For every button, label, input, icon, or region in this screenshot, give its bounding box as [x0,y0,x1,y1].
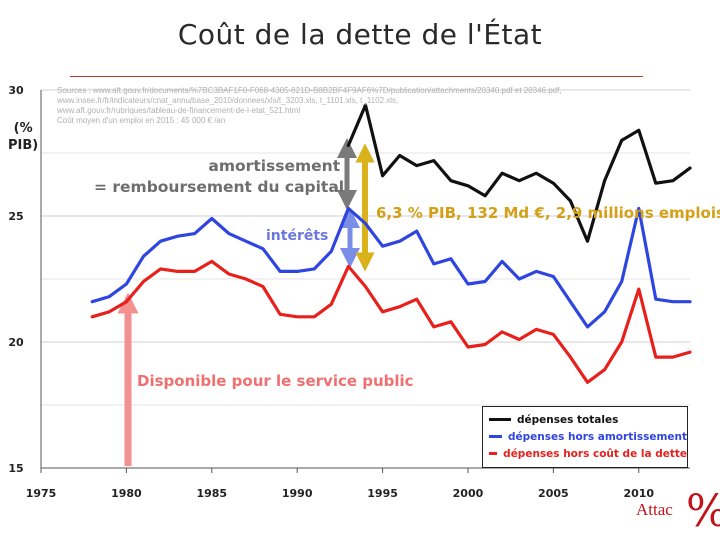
source-line: Coût moyen d'un emploi en 2015 : 45 000 … [57,116,226,125]
legend-item: dépenses hors coût de la dette [489,445,687,462]
legend-swatch-total [489,418,511,421]
x-tick-label: 1990 [282,487,313,500]
interets-annotation: intérêts [266,228,329,244]
legend-label: dépenses hors amortissement [507,430,687,443]
legend-swatch-hors-amortissement [489,435,502,438]
unit-line: PIB) [8,138,39,153]
legend-swatch-hors-cout-dette [489,452,498,455]
source-line: www.aft.gouv.fr/rubriques/tableau-de-fin… [57,106,301,115]
x-tick-label: 1995 [367,487,398,500]
attac-logo-percent: % [686,490,720,534]
series-line-total [346,103,692,243]
source-line: Sources : www.aft.gouv.fr/documents/%7BC… [57,86,562,95]
amortissement-annotation: amortissement = remboursement du capital [94,156,344,198]
attac-logo-text: Attac [636,500,673,519]
series-line-hors-amortissement [90,206,692,329]
total-cost-annotation: 6,3 % PIB, 132 Md €, 2,9 millions emploi… [376,204,720,222]
amortissement-text: amortissement [208,157,341,175]
legend-item: dépenses totales [489,411,687,428]
sources-note: Sources : www.aft.gouv.fr/documents/%7BC… [57,86,717,126]
x-tick-label: 1985 [196,487,227,500]
y-tick-label: 20 [8,336,24,349]
title-underline [70,76,643,77]
y-tick-label: 25 [8,210,23,223]
legend-label: dépenses totales [517,413,619,426]
y-tick-label: 30 [8,84,24,97]
legend-label: dépenses hors coût de la dette [503,447,687,460]
unit-line: (% [13,121,33,136]
legend-item: dépenses hors amortissement [489,428,687,445]
x-tick-label: 2005 [538,487,569,500]
x-tick-label: 2010 [623,487,654,500]
service-public-annotation: Disponible pour le service public [137,372,414,390]
remboursement-text: = remboursement du capital [94,178,345,196]
chart-legend: dépenses totales dépenses hors amortisse… [482,406,688,468]
x-tick-label: 1980 [111,487,142,500]
x-tick-label: 2000 [453,487,484,500]
y-tick-label: 15 [8,462,23,475]
y-axis-unit-label: (% PIB) [8,120,38,154]
chart-title: Coût de la dette de l'État [177,18,543,51]
source-line: www.insee.fr/fr/indicateurs/cnat_annu/ba… [57,96,399,105]
x-tick-label: 1975 [26,487,57,500]
series-line-hors-cout-dette [90,259,692,384]
